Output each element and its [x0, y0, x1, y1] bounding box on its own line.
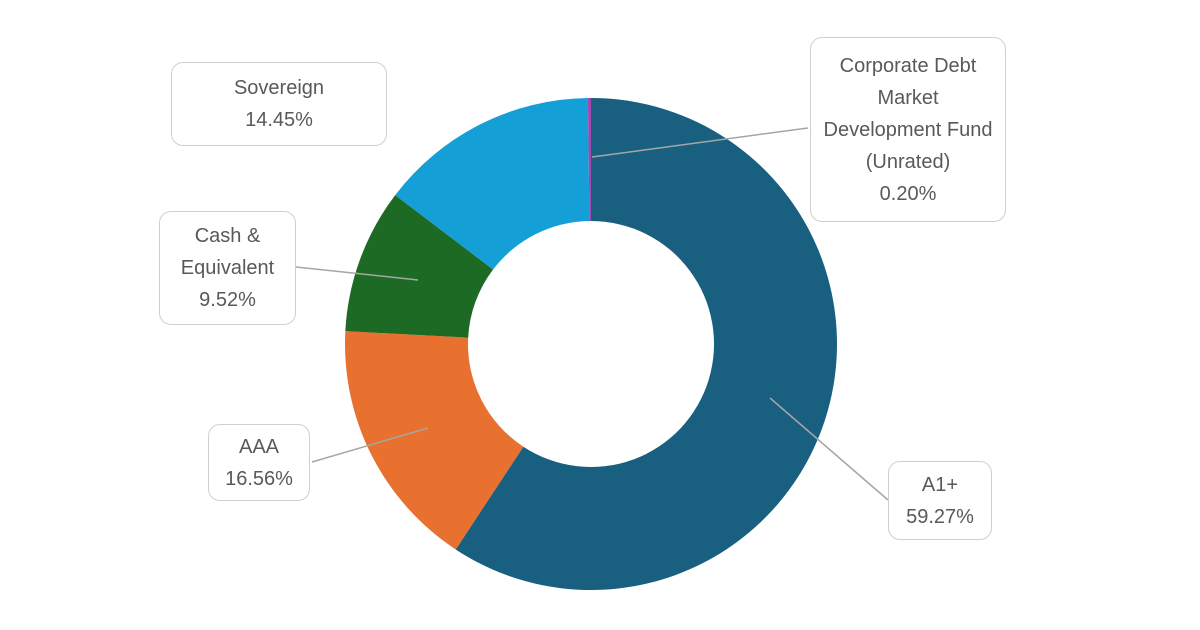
label-name: A1+ [921, 473, 959, 496]
donut-slice-4 [587, 98, 591, 222]
data-label-aaa: AAA 16.56% [208, 424, 310, 501]
label-value: 14.45% [245, 109, 313, 131]
label-value: 59.27% [906, 505, 974, 528]
donut-slice-1 [344, 331, 524, 550]
leader-line-2 [311, 427, 429, 463]
label-name: Corporate Debt Market Development Fund (… [823, 54, 993, 173]
label-value: 9.52% [199, 289, 256, 311]
data-label-cash: Cash & Equivalent 9.52% [159, 211, 296, 325]
label-name: Cash & Equivalent [180, 225, 275, 279]
data-label-sovereign: Sovereign 14.45% [171, 62, 387, 146]
data-label-corporate-debt: Corporate Debt Market Development Fund (… [810, 37, 1006, 222]
donut-slice-3 [395, 98, 590, 270]
leader-line-1 [295, 266, 419, 281]
label-value: 0.20% [879, 182, 937, 205]
data-label-a1plus: A1+ 59.27% [888, 461, 992, 540]
leader-line-0 [591, 127, 809, 158]
donut-slice-2 [345, 195, 494, 338]
label-value: 16.56% [225, 467, 293, 490]
leader-line-3 [769, 397, 889, 501]
label-name: AAA [238, 435, 280, 458]
label-name: Sovereign [233, 77, 325, 99]
donut-slice-0 [455, 98, 837, 591]
